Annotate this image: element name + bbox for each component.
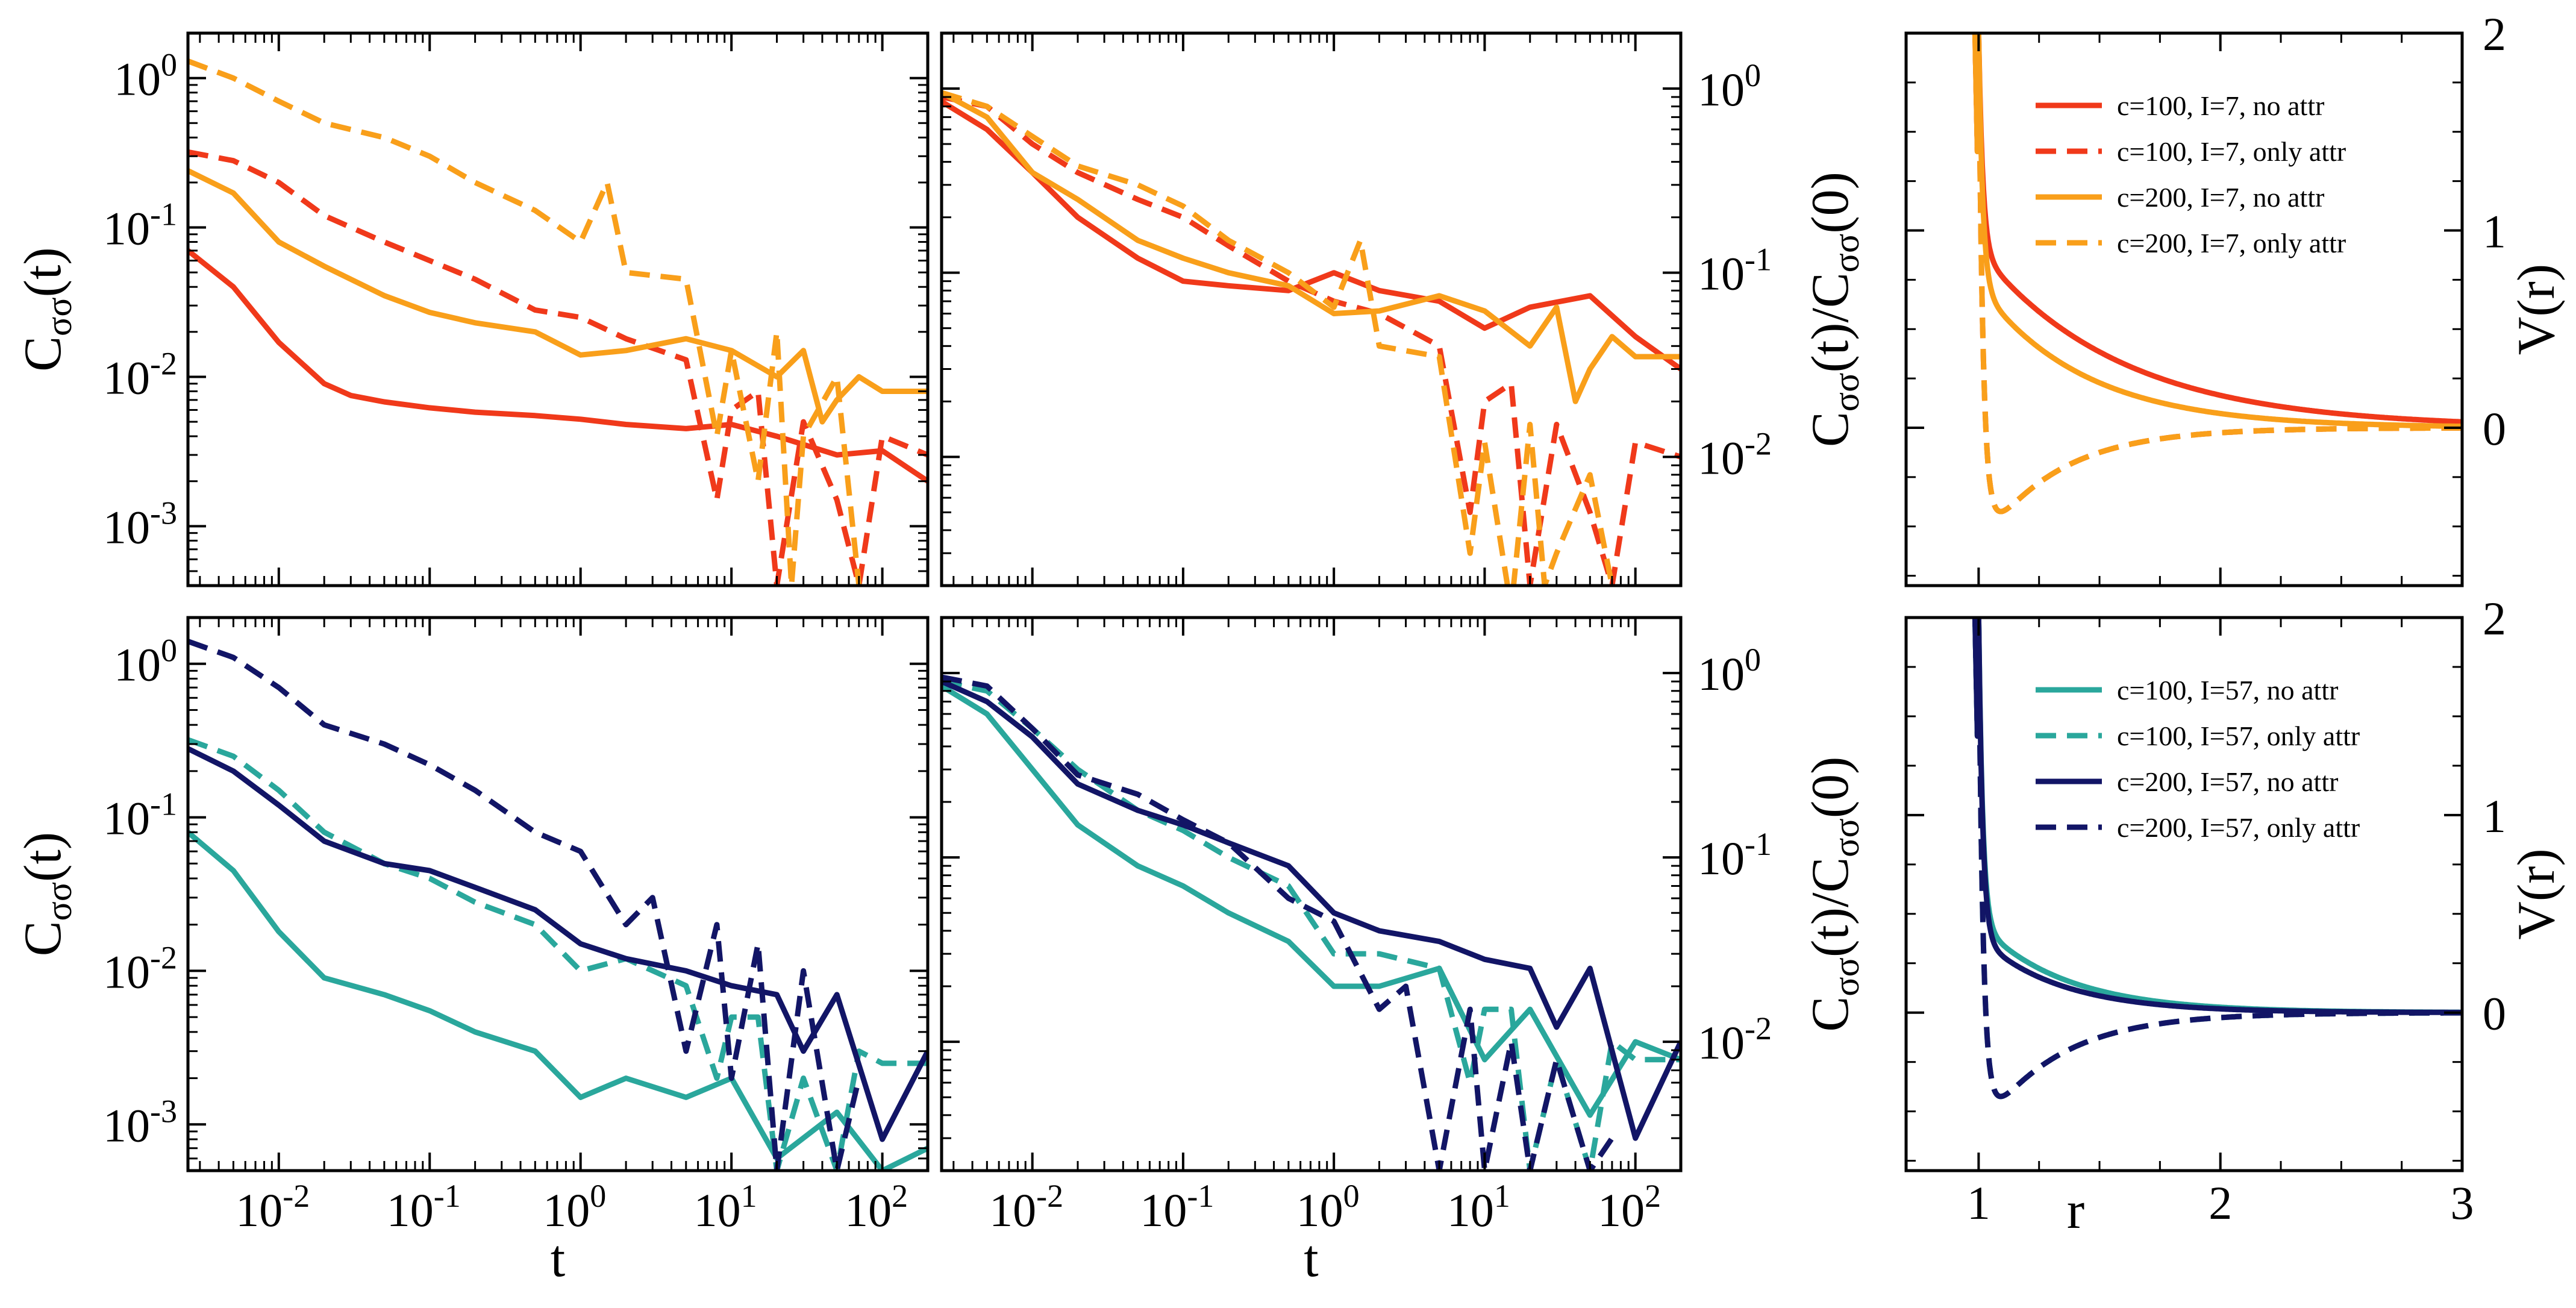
- legend-label-c200_I57_noattr: c=200, I=57, no attr: [2117, 766, 2338, 797]
- series-line-c100_I57_noattr: [942, 683, 1681, 1118]
- legend-label-c200_I7_onlyattr: c=200, I=7, only attr: [2117, 228, 2346, 258]
- y-tick-label: 2: [2483, 592, 2506, 645]
- legend-label-c100_I7_noattr: c=100, I=7, no attr: [2117, 90, 2324, 121]
- series-line-c200_I7_noattr: [1972, 33, 2462, 430]
- x-tick-label: 10-1: [387, 1178, 461, 1236]
- x-tick-label: 10-1: [1140, 1178, 1214, 1236]
- y-tick-label: 0: [2483, 402, 2506, 455]
- legend-label-c100_I57_onlyattr: c=100, I=57, only attr: [2117, 721, 2360, 751]
- y-tick-label: 10-1: [1698, 242, 1772, 300]
- panel-bottom-left: 10-2 10-1 100 101 102 10-3 10-2 10-1 100 Cσσ(t) t: [14, 616, 930, 1288]
- y-tick-label: 10-2: [103, 939, 177, 998]
- legend: c=100, I=7, no attr c=100, I=7, only attr…: [2036, 90, 2346, 258]
- x-axis-label: r: [2067, 1181, 2084, 1240]
- legend-label-c200_I57_onlyattr: c=200, I=57, only attr: [2117, 812, 2360, 843]
- y-tick-label: 0: [2483, 987, 2506, 1040]
- panel-top-right: 0 1 2 V(r) c=100, I=7, no attr c=100, I=7, on…: [1904, 8, 2566, 587]
- series-line-c100_I7_onlyattr: [942, 94, 1681, 586]
- y-tick-label: 1: [2483, 205, 2506, 258]
- legend-label-c100_I57_noattr: c=100, I=57, no attr: [2117, 675, 2338, 706]
- series-line-c200_I7_noattr: [942, 90, 1681, 404]
- x-tick-label: 102: [845, 1178, 908, 1236]
- y-tick-label: 10-3: [103, 495, 177, 553]
- y-tick-label: 10-2: [103, 345, 177, 404]
- series-line-c200_I7_onlyattr: [1972, 33, 2462, 515]
- series-line-c100_I57_onlyattr: [188, 737, 928, 1171]
- legend: c=100, I=57, no attr c=100, I=57, only at…: [2036, 675, 2360, 843]
- y-tick-label: 100: [114, 47, 177, 105]
- series-line-c200_I57_noattr: [1972, 618, 2462, 1015]
- y-tick-label: 10-3: [103, 1093, 177, 1151]
- y-tick-label: 10-2: [1698, 1010, 1772, 1069]
- series-line-c100_I7_onlyattr: [188, 149, 928, 586]
- x-tick-label: 3: [2451, 1177, 2474, 1229]
- series-group: [942, 90, 1681, 586]
- y-tick-label: 100: [1698, 57, 1761, 116]
- legend-label-c200_I7_noattr: c=200, I=7, no attr: [2117, 182, 2324, 213]
- y-tick-label: 10-1: [103, 786, 177, 845]
- series-line-c200_I57_onlyattr: [1972, 618, 2462, 1100]
- series-line-c100_I57_onlyattr: [942, 678, 1681, 1171]
- y-axis-label: Cσσ(t)/Cσσ(0): [1801, 757, 1866, 1032]
- y-tick-label: 2: [2483, 8, 2506, 60]
- y-axis-label: V(r): [2507, 264, 2566, 355]
- x-axis-label: t: [1304, 1230, 1318, 1288]
- x-tick-label: 2: [2209, 1177, 2232, 1229]
- y-axis-label: Cσσ(t): [14, 832, 79, 956]
- series-line-c200_I7_noattr: [188, 168, 928, 425]
- x-axis-label: t: [551, 1230, 565, 1288]
- plot-frame: [1904, 31, 2464, 587]
- x-tick-label: 10-2: [236, 1178, 310, 1236]
- series-line-c200_I7_onlyattr: [188, 58, 862, 586]
- x-tick-label: 101: [1447, 1178, 1510, 1236]
- y-axis-label: Cσσ(t)/Cσσ(0): [1801, 172, 1866, 447]
- y-tick-label: 10-1: [1698, 826, 1772, 884]
- plot-frame: [1904, 616, 2464, 1172]
- series-group: [1972, 33, 2462, 515]
- panel-top-middle: 10-2 10-1 100 Cσσ(t)/Cσσ(0): [940, 31, 1866, 587]
- x-tick-label: 1: [1967, 1177, 1990, 1229]
- y-tick-label: 1: [2483, 790, 2506, 842]
- y-axis-label: V(r): [2507, 848, 2566, 939]
- series-line-c100_I57_noattr: [1972, 618, 2462, 1015]
- y-axis-label: Cσσ(t): [14, 247, 79, 371]
- series-group: [188, 58, 928, 586]
- series-line-c200_I7_onlyattr: [942, 90, 1615, 586]
- plot-frame: [186, 31, 930, 587]
- series-group: [188, 639, 928, 1171]
- legend-label-c100_I7_onlyattr: c=100, I=7, only attr: [2117, 136, 2346, 167]
- series-group: [1972, 618, 2462, 1100]
- y-tick-label: 10-2: [1698, 425, 1772, 484]
- x-tick-label: 101: [694, 1178, 757, 1236]
- plot-frame: [186, 616, 930, 1172]
- series-line-c100_I7_noattr: [942, 99, 1681, 372]
- x-tick-label: 10-2: [989, 1178, 1063, 1236]
- series-line-c200_I57_noattr: [942, 678, 1681, 1141]
- series-line-c200_I57_onlyattr: [942, 674, 1615, 1171]
- x-tick-label: 100: [1296, 1178, 1360, 1236]
- x-tick-label: 102: [1598, 1178, 1661, 1236]
- series-line-c100_I7_noattr: [1972, 33, 2462, 425]
- series-line-c200_I57_onlyattr: [188, 639, 862, 1171]
- y-tick-label: 100: [1698, 642, 1761, 700]
- series-line-c100_I57_noattr: [188, 830, 928, 1171]
- y-tick-label: 10-1: [103, 196, 177, 255]
- x-tick-label: 100: [543, 1178, 606, 1236]
- panel-bottom-middle: 10-2 10-1 100 101 102 10-2 10-1 100 Cσσ(t)/Cσσ(0…: [940, 616, 1866, 1288]
- series-group: [942, 674, 1681, 1171]
- panel-top-left: 10-3 10-2 10-1 100 Cσσ(t): [14, 31, 930, 587]
- y-tick-label: 100: [114, 633, 177, 691]
- plot-frame: [940, 616, 1683, 1172]
- plot-frame: [940, 31, 1683, 587]
- series-line-c100_I7_noattr: [188, 248, 928, 484]
